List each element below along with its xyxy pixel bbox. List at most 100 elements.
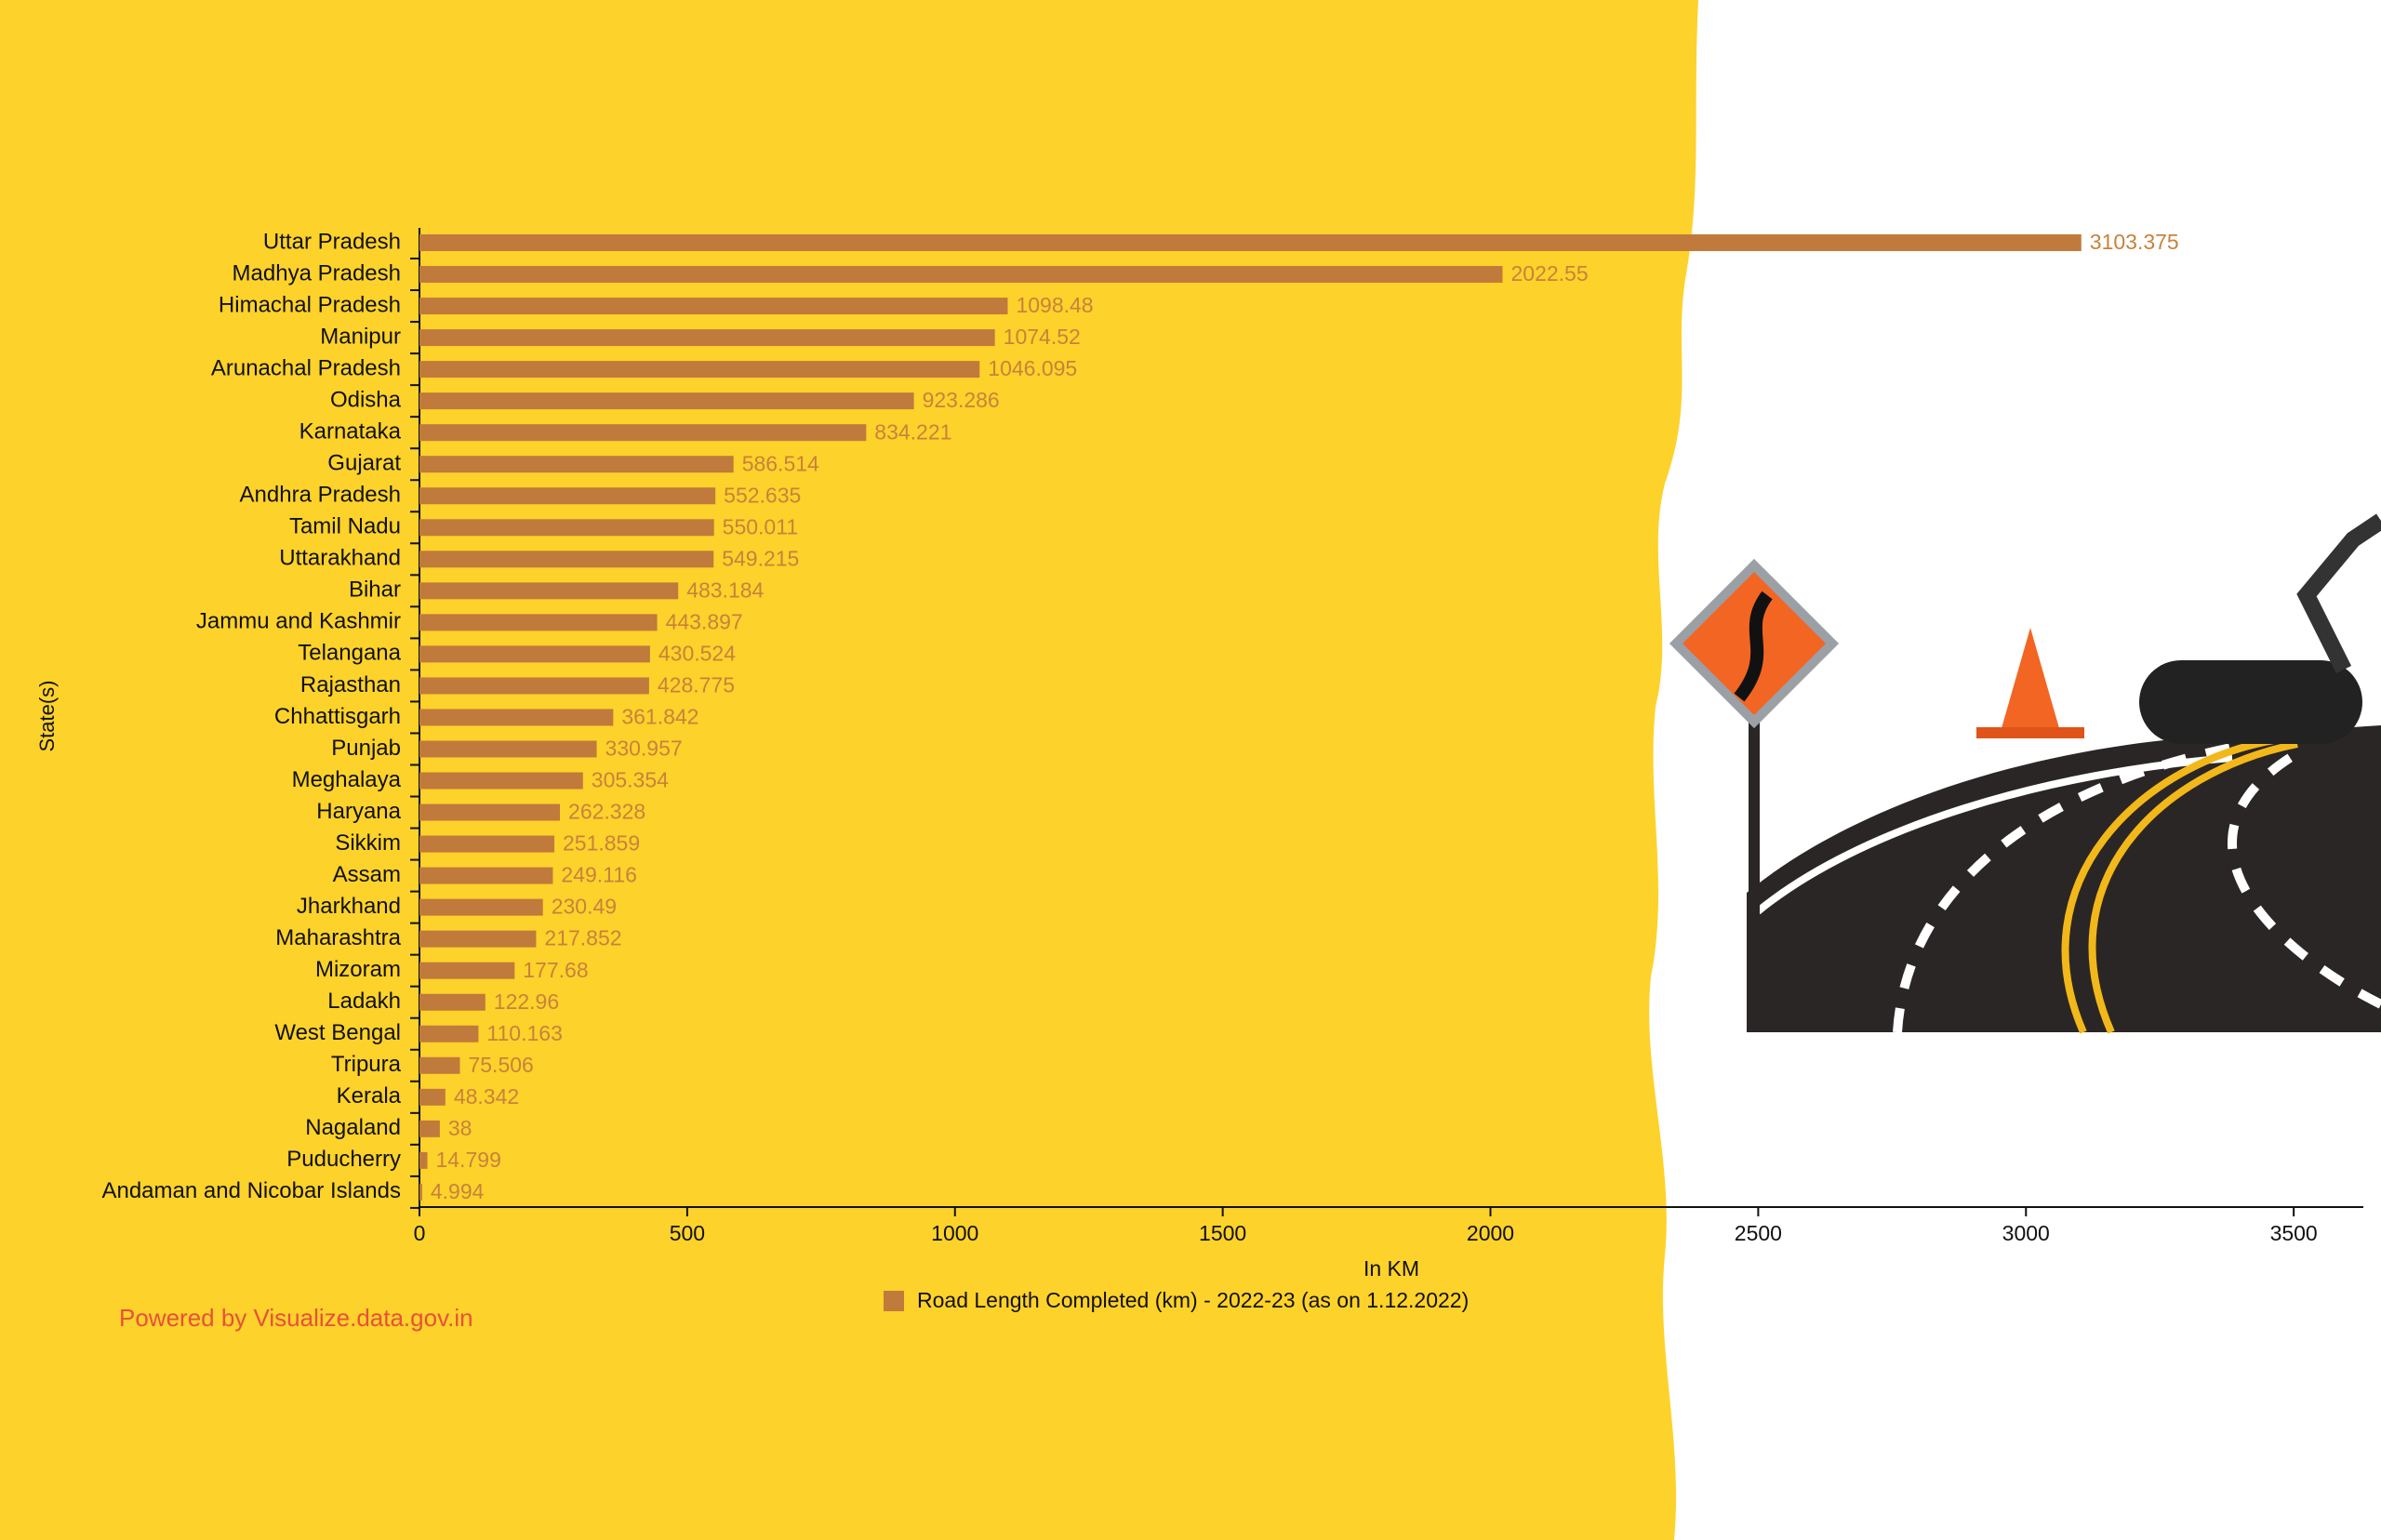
road-dash xyxy=(2228,749,2381,1009)
traffic-cone xyxy=(2000,628,2061,735)
bar xyxy=(419,329,995,347)
bar xyxy=(419,1088,446,1106)
road-illustration xyxy=(1669,513,2381,1034)
y-tick-label: Gujarat xyxy=(327,451,401,476)
x-tick-label: 3500 xyxy=(2270,1221,2318,1245)
value-label: 177.68 xyxy=(523,958,588,982)
x-tick-label: 2500 xyxy=(1735,1221,1782,1245)
x-tick-label: 3000 xyxy=(2002,1221,2050,1245)
y-tick-label: Andhra Pradesh xyxy=(240,483,401,508)
value-label: 2022.55 xyxy=(1510,261,1588,285)
value-label: 48.342 xyxy=(454,1084,519,1109)
value-label: 75.506 xyxy=(468,1053,533,1077)
value-label: 361.842 xyxy=(621,705,698,729)
x-tick-label: 2000 xyxy=(1467,1221,1514,1245)
legend-label[interactable]: Road Length Completed (km) - 2022-23 (as… xyxy=(917,1288,1469,1312)
bar xyxy=(419,1120,440,1137)
bar xyxy=(419,266,1503,284)
value-label: 14.799 xyxy=(436,1148,501,1172)
y-tick-label: Tamil Nadu xyxy=(289,514,401,539)
value-label: 428.775 xyxy=(658,672,735,697)
y-tick-label: Rajasthan xyxy=(300,672,401,697)
value-label: 249.116 xyxy=(561,863,636,887)
bar xyxy=(419,867,553,884)
road xyxy=(1747,725,2381,1032)
value-label: 586.514 xyxy=(742,451,819,475)
y-tick-label: Madhya Pradesh xyxy=(233,260,401,285)
bar xyxy=(419,772,583,790)
roller xyxy=(2139,660,2362,744)
y-tick-label: Tripura xyxy=(331,1052,402,1077)
y-tick-label: Arunachal Pradesh xyxy=(211,355,401,380)
value-label: 430.524 xyxy=(658,641,736,665)
bar xyxy=(419,392,914,410)
y-tick-label: Assam xyxy=(333,862,401,887)
y-tick-label: Himachal Pradesh xyxy=(219,292,401,317)
y-tick-label: Telangana xyxy=(298,641,401,666)
y-tick-label: Chhattisgarh xyxy=(274,704,401,729)
bar xyxy=(419,709,614,726)
value-label: 1098.48 xyxy=(1016,293,1093,317)
value-label: 217.852 xyxy=(544,926,621,950)
bar xyxy=(419,740,597,758)
x-tick-label: 0 xyxy=(414,1221,426,1245)
y-tick-label: Mizoram xyxy=(315,957,401,982)
bar xyxy=(419,1025,479,1042)
y-tick-label: Puducherry xyxy=(286,1147,401,1172)
cone-base xyxy=(1976,727,2084,738)
y-tick-label: Odisha xyxy=(330,387,402,412)
y-tick-label: Uttar Pradesh xyxy=(263,229,401,254)
legend-swatch xyxy=(884,1291,904,1311)
x-tick-label: 1000 xyxy=(931,1221,978,1245)
y-tick-label: Kerala xyxy=(337,1083,402,1109)
value-label: 552.635 xyxy=(724,483,801,507)
bar xyxy=(419,298,1008,315)
y-tick-label: Punjab xyxy=(331,736,401,761)
bar xyxy=(419,456,734,473)
value-label: 1074.52 xyxy=(1004,325,1081,349)
bar xyxy=(419,645,650,663)
x-tick-label: 500 xyxy=(670,1221,705,1245)
y-tick-label: Manipur xyxy=(320,324,401,349)
y-tick-label: Uttarakhand xyxy=(279,546,401,571)
y-tick-label: Jammu and Kashmir xyxy=(196,609,401,634)
roller-handle xyxy=(2296,513,2381,674)
x-tick-label: 1500 xyxy=(1199,1221,1246,1245)
road-yellow-line xyxy=(2088,740,2298,1034)
bar xyxy=(419,234,2082,251)
sign-pole xyxy=(1749,670,1760,1032)
bar xyxy=(419,930,537,948)
value-label: 443.897 xyxy=(666,609,743,633)
y-tick-label: Nagaland xyxy=(305,1115,401,1140)
value-label: 38 xyxy=(448,1116,472,1140)
credit[interactable]: Powered by Visualize.data.gov.in xyxy=(119,1304,473,1332)
y-tick-label: West Bengal xyxy=(274,1020,401,1045)
value-label: 550.011 xyxy=(723,514,798,538)
value-label: 122.96 xyxy=(494,989,559,1014)
value-label: 305.354 xyxy=(592,768,669,792)
value-label: 262.328 xyxy=(568,800,645,824)
sign-symbol xyxy=(1734,591,1773,702)
bar xyxy=(419,551,714,568)
bar xyxy=(419,1151,428,1169)
value-label: 230.49 xyxy=(552,895,617,919)
y-tick-label: Sikkim xyxy=(335,830,401,856)
y-tick-label: Meghalaya xyxy=(292,767,402,792)
bar xyxy=(419,835,555,853)
bar xyxy=(419,424,867,442)
bar xyxy=(419,582,679,600)
bar xyxy=(419,993,486,1011)
value-label: 834.221 xyxy=(874,419,951,444)
y-tick-label: Haryana xyxy=(316,799,401,824)
y-tick-label: Jharkhand xyxy=(297,894,401,919)
bar xyxy=(419,1056,460,1074)
value-label: 483.184 xyxy=(686,578,764,602)
bar xyxy=(419,677,649,695)
y-tick-label: Ladakh xyxy=(327,989,401,1014)
bar xyxy=(419,361,980,378)
value-label: 549.215 xyxy=(722,546,799,570)
value-label: 4.994 xyxy=(431,1179,485,1203)
y-tick-label: Bihar xyxy=(349,578,401,603)
value-label: 3103.375 xyxy=(2090,230,2179,254)
